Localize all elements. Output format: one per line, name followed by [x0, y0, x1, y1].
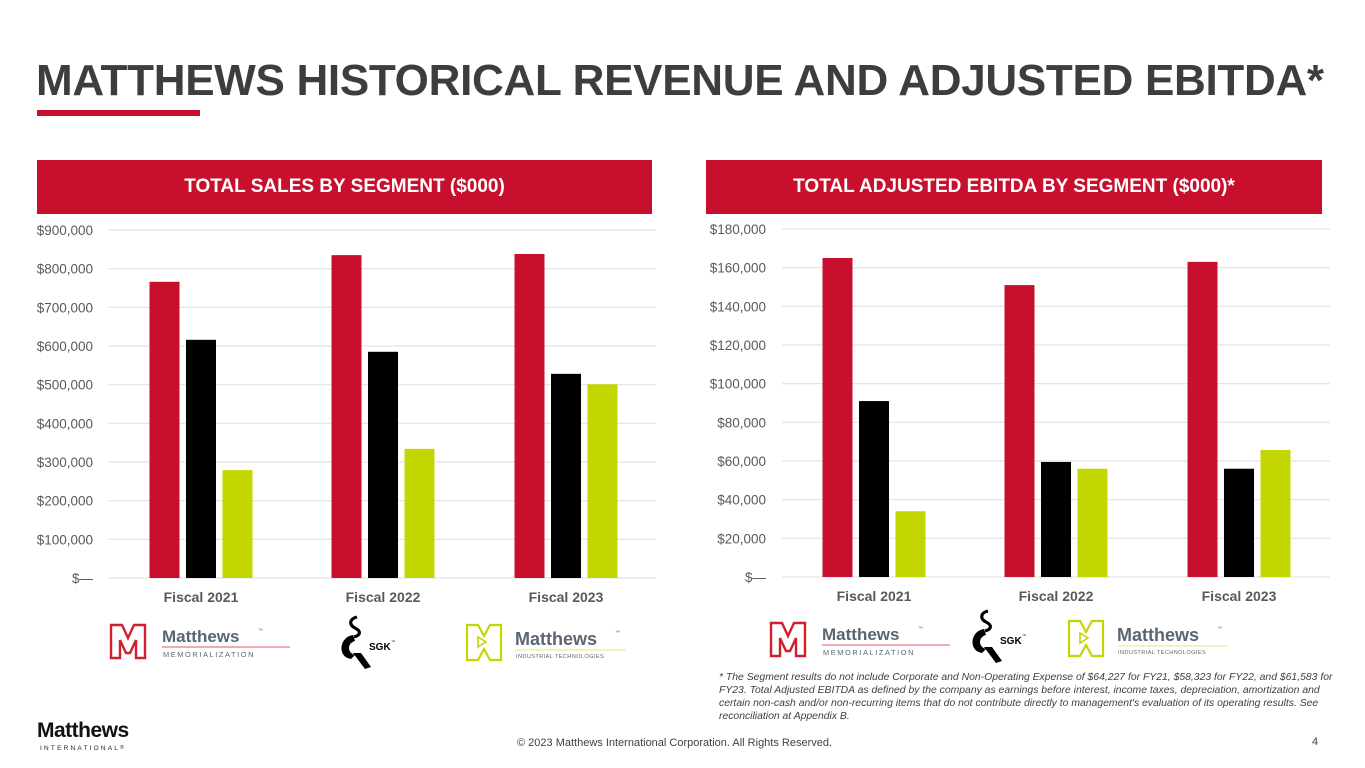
bar-industrial-technologies-fiscal-2023	[1260, 449, 1291, 577]
y-tick-label: $100,000	[37, 532, 93, 547]
x-tick-label: Fiscal 2022	[1019, 588, 1094, 604]
copyright-notice: © 2023 Matthews International Corporatio…	[517, 737, 833, 749]
industrial-technologies-icon	[465, 623, 503, 662]
y-tick-label: $140,000	[710, 299, 766, 314]
corporate-logo-sub-text: INTERNATIONAL	[40, 745, 121, 752]
y-tick-label: $600,000	[37, 339, 93, 354]
bar-industrial-technologies-fiscal-2022	[1077, 468, 1108, 577]
corporate-logo-sub: INTERNATIONAL®	[40, 745, 129, 752]
memorialization-logo-name: Matthews	[822, 625, 899, 644]
y-tick-label: $300,000	[37, 455, 93, 470]
matthews-industrial-technologies-logo-2: Matthews ™ INDUSTRIAL TECHNOLOGIES	[1067, 619, 1228, 658]
ebitda-by-segment-chart: $— $20,000 $40,000 $60,000 $80,000 $100,000 $1…	[710, 222, 1330, 604]
sgk-logo-name: SGK	[369, 642, 391, 653]
sgk-logo-2: SGK ™	[972, 609, 1026, 663]
industrial-logo-name: Matthews	[515, 629, 597, 649]
bar-sgk-fiscal-2023	[551, 373, 581, 578]
bar-industrial-technologies-fiscal-2021	[895, 511, 926, 577]
y-tick-label: $180,000	[710, 222, 766, 237]
matthews-industrial-technologies-logo: Matthews ™ INDUSTRIAL TECHNOLOGIES	[465, 623, 626, 662]
industrial-technologies-icon	[1067, 619, 1105, 658]
x-tick-label: Fiscal 2023	[1202, 588, 1277, 604]
x-tick-label: Fiscal 2022	[346, 589, 421, 605]
y-tick-label: $900,000	[37, 223, 93, 238]
y-tick-label: $400,000	[37, 416, 93, 431]
memorialization-tm: ™	[918, 626, 923, 632]
industrial-tm: ™	[1217, 626, 1222, 632]
bar-industrial-technologies-fiscal-2022	[404, 448, 435, 578]
bar-memorialization-fiscal-2023	[1187, 261, 1218, 577]
sgk-logo: SGK ™	[341, 615, 395, 669]
memorialization-logo-name: Matthews	[162, 627, 239, 646]
bar-memorialization-fiscal-2022	[1004, 285, 1035, 577]
sgk-tm: ™	[391, 639, 395, 644]
y-tick-label: $100,000	[710, 377, 766, 392]
page-title: MATTHEWS HISTORICAL REVENUE AND ADJUSTED…	[36, 56, 1324, 105]
y-tick-label: $200,000	[37, 494, 93, 509]
ebitda-chart-header: TOTAL ADJUSTED EBITDA BY SEGMENT ($000)*	[706, 160, 1322, 214]
industrial-tm: ™	[615, 630, 620, 636]
bar-sgk-fiscal-2021	[859, 401, 889, 577]
memorialization-m-icon	[109, 623, 147, 660]
bar-sgk-fiscal-2021	[186, 339, 216, 578]
y-tick-label: $60,000	[717, 454, 766, 469]
ebitda-chart-title: TOTAL ADJUSTED EBITDA BY SEGMENT ($000)*	[793, 176, 1235, 197]
y-tick-label: $20,000	[717, 531, 766, 546]
memorialization-m-icon	[769, 621, 807, 658]
y-tick-label: $—	[745, 570, 767, 585]
memorialization-logo-sub: MEMORIALIZATION	[163, 650, 255, 659]
sgk-logo-name: SGK	[1000, 636, 1022, 647]
sales-chart-title: TOTAL SALES BY SEGMENT ($000)	[184, 176, 505, 197]
sales-chart-header: TOTAL SALES BY SEGMENT ($000)	[37, 160, 652, 214]
industrial-logo-sub: INDUSTRIAL TECHNOLOGIES	[516, 654, 604, 660]
y-tick-label: $—	[72, 571, 94, 586]
sgk-swirl-icon	[972, 609, 1002, 663]
bar-memorialization-fiscal-2022	[331, 255, 362, 578]
y-tick-label: $80,000	[717, 415, 766, 430]
industrial-logo-sub: INDUSTRIAL TECHNOLOGIES	[1118, 650, 1206, 656]
sales-by-segment-chart: $— $100,000 $200,000 $300,000 $400,000 $500,0…	[37, 223, 656, 605]
y-tick-label: $160,000	[710, 261, 766, 276]
y-tick-label: $120,000	[710, 338, 766, 353]
x-tick-label: Fiscal 2023	[529, 589, 604, 605]
corporate-logo-name: Matthews	[37, 719, 129, 742]
x-tick-label: Fiscal 2021	[837, 588, 912, 604]
bar-memorialization-fiscal-2021	[822, 258, 853, 577]
bar-memorialization-fiscal-2021	[149, 281, 180, 578]
matthews-memorialization-logo-2: Matthews ™ MEMORIALIZATION	[769, 621, 950, 658]
industrial-logo-name: Matthews	[1117, 625, 1199, 645]
y-tick-label: $800,000	[37, 262, 93, 277]
memorialization-logo-sub: MEMORIALIZATION	[823, 648, 915, 657]
ebitda-footnote: * The Segment results do not include Cor…	[719, 672, 1333, 722]
x-tick-label: Fiscal 2021	[164, 589, 239, 605]
sgk-tm: ™	[1022, 633, 1026, 638]
bar-industrial-technologies-fiscal-2023	[587, 384, 618, 578]
y-tick-label: $700,000	[37, 300, 93, 315]
corporate-logo-registered: ®	[120, 745, 127, 751]
y-tick-label: $40,000	[717, 493, 766, 508]
matthews-international-logo: Matthews INTERNATIONAL®	[37, 719, 129, 753]
sgk-swirl-icon	[341, 615, 371, 669]
title-underline	[37, 110, 200, 116]
bar-memorialization-fiscal-2023	[514, 253, 545, 578]
matthews-memorialization-logo: Matthews ™ MEMORIALIZATION	[109, 623, 290, 660]
memorialization-tm: ™	[258, 628, 263, 634]
bar-sgk-fiscal-2022	[368, 351, 398, 578]
bar-industrial-technologies-fiscal-2021	[222, 470, 253, 578]
bar-sgk-fiscal-2023	[1224, 468, 1254, 577]
y-tick-label: $500,000	[37, 378, 93, 393]
bar-sgk-fiscal-2022	[1041, 461, 1071, 577]
page-number: 4	[1312, 736, 1319, 748]
